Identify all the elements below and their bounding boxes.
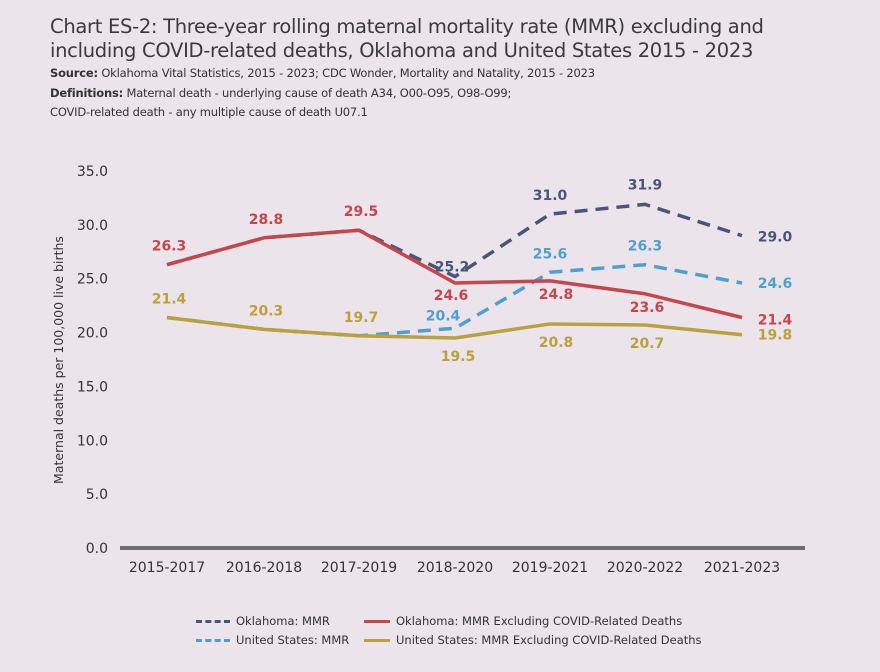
data-label: 25.6 xyxy=(533,246,568,262)
legend-item-oklahoma-mmr: Oklahoma: MMR xyxy=(196,614,330,628)
series-line-3 xyxy=(166,315,743,340)
x-tick-label: 2017-2019 xyxy=(321,560,397,576)
y-tick-label: 20.0 xyxy=(77,326,108,342)
definitions-text: Maternal death - underlying cause of dea… xyxy=(126,86,512,100)
data-label: 21.4 xyxy=(758,312,793,328)
data-label: 20.4 xyxy=(426,308,461,324)
x-tick-label: 2015-2017 xyxy=(129,560,205,576)
data-label: 19.8 xyxy=(758,328,793,344)
y-tick-label: 5.0 xyxy=(86,487,108,503)
data-label: 19.5 xyxy=(441,349,476,365)
data-label: 29.0 xyxy=(758,230,793,246)
data-label: 19.7 xyxy=(344,310,379,326)
series-line-1 xyxy=(166,262,743,338)
legend-label: Oklahoma: MMR Excluding COVID-Related De… xyxy=(396,614,683,628)
definitions-line-2: COVID-related death - any multiple cause… xyxy=(50,105,368,119)
x-tick-label: 2016-2018 xyxy=(226,560,302,576)
legend-swatch xyxy=(364,619,390,623)
y-tick-label: 0.0 xyxy=(86,541,108,557)
data-label: 21.4 xyxy=(152,291,187,307)
source-line: Source: Oklahoma Vital Statistics, 2015 … xyxy=(50,66,595,80)
data-label: 20.3 xyxy=(249,303,284,319)
definitions-line: Definitions: Maternal death - underlying… xyxy=(50,86,511,100)
data-label: 24.6 xyxy=(434,288,469,304)
source-text: Oklahoma Vital Statistics, 2015 - 2023; … xyxy=(101,66,595,80)
y-tick-label: 15.0 xyxy=(77,379,108,395)
legend-swatch xyxy=(196,619,230,623)
data-label: 31.9 xyxy=(628,177,663,193)
x-tick-label: 2020-2022 xyxy=(607,560,683,576)
data-label: 29.5 xyxy=(344,204,379,220)
legend-swatch xyxy=(364,638,390,642)
legend-label: United States: MMR xyxy=(236,633,350,647)
chart-title: Chart ES-2: Three-year rolling maternal … xyxy=(50,15,764,62)
legend-item-oklahoma-excl: Oklahoma: MMR Excluding COVID-Related De… xyxy=(364,614,682,628)
series-line-2 xyxy=(166,228,743,320)
y-tick-label: 35.0 xyxy=(77,164,108,180)
x-tick-label: 2021-2023 xyxy=(704,560,780,576)
series-line-0 xyxy=(166,202,743,279)
y-tick-label: 25.0 xyxy=(77,272,108,288)
y-tick-label: 10.0 xyxy=(77,433,108,449)
data-label: 26.3 xyxy=(628,239,663,255)
y-axis-label: Maternal deaths per 100,000 live births xyxy=(51,236,66,484)
x-tick-label: 2018-2020 xyxy=(417,560,493,576)
definitions-label: Definitions: xyxy=(50,86,123,100)
legend-label: United States: MMR Excluding COVID-Relat… xyxy=(396,633,702,647)
legend-label: Oklahoma: MMR xyxy=(236,614,330,628)
x-tick-label: 2019-2021 xyxy=(512,560,588,576)
legend-swatch xyxy=(196,638,230,642)
data-label: 28.8 xyxy=(249,212,284,228)
data-label: 23.6 xyxy=(630,300,665,316)
data-label: 24.8 xyxy=(539,287,574,303)
data-label: 26.3 xyxy=(152,239,187,255)
data-label: 25.2 xyxy=(435,260,470,276)
data-label: 31.0 xyxy=(533,188,568,204)
data-label: 20.7 xyxy=(630,336,665,352)
legend-item-us-mmr: United States: MMR xyxy=(196,633,349,647)
y-tick-label: 30.0 xyxy=(77,218,108,234)
data-label: 24.6 xyxy=(758,276,793,292)
data-label: 20.8 xyxy=(539,335,574,351)
legend-item-us-excl: United States: MMR Excluding COVID-Relat… xyxy=(364,633,702,647)
source-label: Source: xyxy=(50,66,98,80)
